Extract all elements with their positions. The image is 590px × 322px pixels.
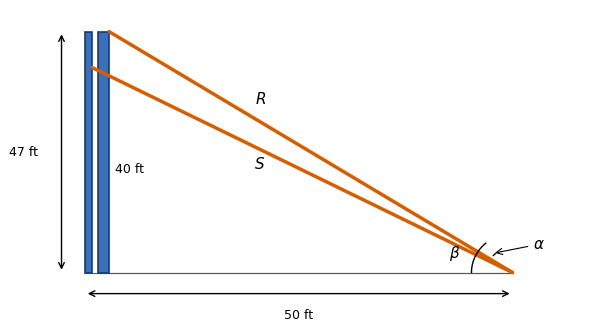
Text: 47 ft: 47 ft (9, 146, 38, 158)
Text: R: R (256, 92, 267, 107)
Text: S: S (254, 157, 264, 172)
Polygon shape (98, 32, 109, 272)
Polygon shape (85, 32, 92, 272)
Text: 50 ft: 50 ft (284, 309, 313, 322)
Text: β: β (449, 246, 459, 261)
Text: α: α (496, 237, 543, 254)
Text: 40 ft: 40 ft (115, 164, 144, 176)
